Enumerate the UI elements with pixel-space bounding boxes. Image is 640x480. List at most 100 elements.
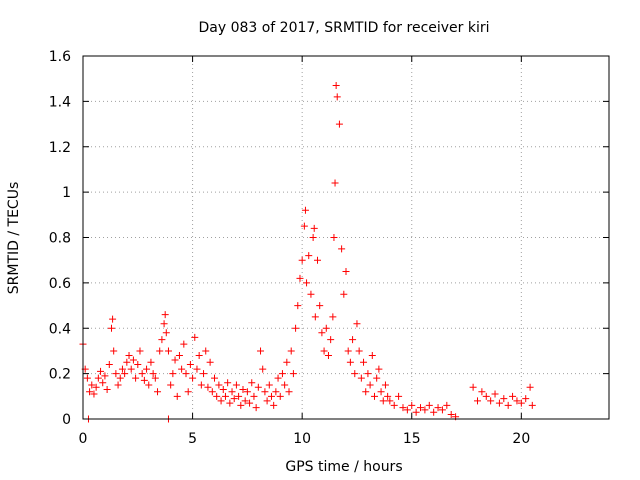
data-point (121, 370, 129, 378)
data-point (232, 381, 240, 389)
data-point (320, 347, 328, 355)
data-point (278, 370, 286, 378)
data-point (362, 388, 370, 396)
data-point (322, 324, 330, 332)
data-point (301, 206, 309, 214)
data-point (342, 268, 350, 276)
data-point (327, 336, 335, 344)
data-point (154, 388, 162, 396)
data-point (331, 179, 339, 187)
data-point (138, 370, 146, 378)
data-point (495, 399, 503, 407)
data-point (94, 374, 102, 382)
data-point (344, 347, 352, 355)
data-point (248, 379, 256, 387)
x-tick-label: 0 (79, 431, 88, 447)
data-point (173, 392, 181, 400)
data-point (412, 408, 420, 416)
data-point (228, 388, 236, 396)
data-point (469, 383, 477, 391)
data-point (221, 392, 229, 400)
data-point (513, 397, 521, 405)
data-point (129, 356, 137, 364)
y-tick-label: 1.6 (49, 49, 71, 65)
data-point (143, 365, 151, 373)
data-point (252, 404, 260, 412)
plot-frame (82, 55, 610, 420)
data-point (140, 376, 148, 384)
data-point (204, 383, 212, 391)
axes (82, 55, 610, 420)
data-point (438, 406, 446, 414)
data-point (239, 386, 247, 394)
data-point (197, 381, 205, 389)
data-point (335, 120, 343, 128)
data-point (235, 392, 243, 400)
data-point (162, 329, 170, 337)
data-point (191, 333, 199, 341)
data-point (474, 397, 481, 405)
data-point (101, 372, 109, 380)
data-point (105, 361, 113, 369)
data-point (219, 386, 227, 394)
tick-marks (82, 55, 609, 420)
data-point (161, 311, 169, 319)
data-point (263, 397, 271, 405)
data-point (303, 279, 311, 287)
data-point (200, 370, 208, 378)
data-point (528, 401, 536, 409)
data-point (338, 245, 346, 253)
y-tick-label: 0.6 (49, 276, 71, 292)
data-point (272, 388, 280, 396)
data-point (307, 290, 315, 298)
data-point (504, 401, 512, 409)
data-point (243, 388, 251, 396)
data-point (330, 234, 338, 241)
y-tick-label: 1 (62, 185, 71, 201)
data-point (259, 365, 267, 373)
data-point (482, 392, 490, 400)
data-point (116, 374, 124, 382)
data-point (90, 390, 98, 398)
data-point (127, 365, 135, 373)
data-point (134, 361, 142, 369)
data-point (487, 397, 495, 405)
data-point (314, 256, 322, 264)
data-point (206, 358, 214, 366)
data-point (208, 388, 216, 396)
data-point (500, 395, 508, 403)
data-point (224, 379, 232, 387)
chart-title: Day 083 of 2017, SRMTID for receiver kir… (198, 20, 489, 36)
y-tick-label: 0.4 (49, 321, 71, 337)
data-point (443, 401, 451, 409)
data-point (164, 347, 172, 355)
data-point (215, 381, 223, 389)
data-point (430, 408, 438, 416)
data-point (103, 386, 111, 394)
data-point (213, 392, 221, 400)
data-point (92, 383, 100, 391)
data-point (151, 374, 159, 382)
data-point (310, 224, 318, 232)
x-tick-label: 15 (403, 431, 421, 447)
data-point (329, 313, 337, 321)
data-point (375, 365, 383, 373)
data-point (169, 370, 177, 378)
data-point (368, 351, 376, 359)
data-point (83, 374, 91, 382)
data-point (300, 222, 308, 230)
data-point (230, 395, 238, 403)
data-point (357, 374, 365, 382)
data-point (125, 351, 133, 359)
data-point (254, 383, 262, 391)
data-point (294, 302, 302, 310)
data-point (408, 401, 416, 409)
data-point (274, 374, 282, 382)
data-point (351, 370, 359, 378)
data-point (189, 374, 197, 382)
data-point (246, 399, 254, 407)
data-point (237, 401, 245, 409)
data-point (211, 374, 218, 382)
data-point (265, 381, 273, 389)
x-tick-label: 10 (293, 431, 311, 447)
